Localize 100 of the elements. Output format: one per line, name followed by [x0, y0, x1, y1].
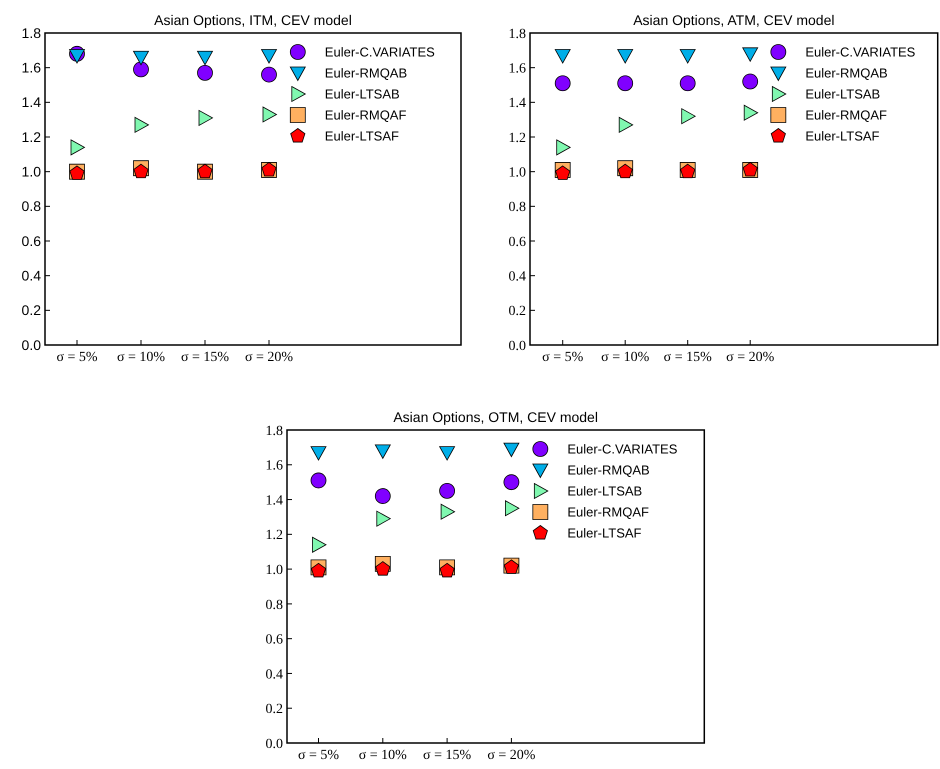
point	[69, 49, 85, 64]
point	[440, 562, 455, 578]
y-tick-label: 1.2	[508, 130, 526, 146]
point	[742, 74, 758, 90]
point	[197, 50, 213, 66]
point	[197, 64, 213, 81]
y-tick-label: 1.6	[22, 60, 42, 76]
y-tick-label: 1.8	[508, 26, 526, 42]
y-tick-label: 0.0	[22, 336, 42, 353]
legend-label: Euler-LTSAF	[324, 128, 400, 144]
y-tick-label: 0.4	[508, 270, 526, 285]
point	[440, 504, 455, 520]
y-tick-label: 1.6	[266, 458, 283, 474]
point	[617, 49, 634, 64]
y-tick-label: 0.0	[508, 338, 526, 354]
point	[742, 47, 758, 62]
y-tick-label: 1.4	[266, 493, 283, 508]
x-tick-label: σ = 5%	[298, 748, 340, 763]
y-tick-label: 0.2	[266, 702, 283, 718]
point	[374, 488, 391, 504]
point	[133, 164, 149, 178]
y-tick-label: 0.8	[508, 200, 526, 216]
point	[261, 66, 277, 82]
y-tick-label: 1.4	[508, 96, 526, 112]
point	[375, 561, 390, 576]
x-tick-label: σ = 20%	[726, 350, 775, 365]
y-tick-label: 0.2	[22, 302, 42, 318]
point	[374, 444, 391, 459]
point	[556, 140, 571, 156]
point	[133, 50, 149, 66]
y-tick-label: 1.4	[22, 94, 42, 110]
x-tick-label: σ = 20%	[244, 350, 294, 365]
point	[617, 75, 634, 92]
y-tick-label: 1.0	[508, 166, 526, 181]
point	[262, 106, 277, 122]
point	[618, 164, 633, 178]
point	[198, 110, 213, 126]
point	[261, 49, 277, 64]
chart-title: Asian Options, ITM, CEV model	[154, 12, 352, 28]
x-tick-label: σ = 5%	[56, 350, 98, 365]
y-tick-label: 1.8	[22, 24, 42, 41]
point	[505, 500, 520, 516]
y-tick-label: 1.0	[266, 563, 283, 578]
point	[310, 446, 326, 461]
point	[554, 49, 571, 64]
y-tick-label: 0.8	[22, 198, 42, 214]
y-tick-label: 1.2	[22, 128, 42, 145]
point	[555, 166, 570, 180]
y-tick-label: 0.4	[266, 667, 283, 682]
y-tick-label: 0.4	[22, 268, 42, 284]
point	[618, 116, 634, 133]
point	[504, 442, 520, 458]
legend-label: Euler-LTSAB	[567, 484, 642, 499]
legend-label: Euler-RMQAB	[324, 66, 408, 81]
point	[133, 62, 149, 78]
legend-label: Euler-LTSAB	[805, 86, 880, 102]
y-tick-label: 0.6	[266, 632, 283, 648]
legend-label: Euler-RMQAB	[805, 66, 888, 81]
legend-label: Euler-LTSAB	[324, 86, 400, 102]
point	[504, 474, 520, 490]
y-tick-label: 0.6	[22, 232, 42, 249]
y-tick-label: 1.6	[508, 62, 526, 77]
point	[70, 140, 85, 156]
point	[376, 510, 391, 527]
point	[310, 472, 326, 488]
x-tick-label: σ = 15%	[180, 350, 230, 365]
legend-label: Euler-C.VARIATES	[324, 44, 436, 60]
point	[680, 49, 696, 64]
legend-label: Euler-C.VARIATES	[567, 442, 678, 457]
legend-label: Euler-RMQAB	[567, 462, 650, 478]
x-tick-label: σ = 10%	[116, 350, 166, 365]
point	[554, 75, 571, 92]
y-tick-label: 1.0	[22, 164, 42, 180]
legend-label: Euler-C.VARIATES	[805, 44, 916, 60]
x-tick-label: σ = 5%	[542, 350, 584, 365]
legend-label: Euler-LTSAF	[567, 526, 642, 541]
point	[681, 108, 696, 124]
x-tick-label: σ = 15%	[423, 748, 472, 763]
point	[134, 116, 149, 133]
point	[680, 75, 696, 92]
x-tick-label: σ = 15%	[664, 350, 712, 365]
point	[744, 104, 758, 121]
y-tick-label: 1.2	[266, 528, 283, 544]
y-tick-label: 0.8	[266, 598, 283, 613]
legend-label: Euler-RMQAF	[805, 108, 887, 123]
y-tick-label: 0.6	[508, 234, 526, 250]
y-tick-label: 0.0	[266, 736, 283, 752]
legend-label: Euler-RMQAF	[567, 504, 650, 520]
point	[312, 536, 326, 553]
x-tick-label: σ = 10%	[358, 748, 408, 763]
chart-title: Asian Options, ATM, CEV model	[633, 12, 834, 28]
legend-label: Euler-RMQAF	[324, 108, 406, 123]
x-tick-label: σ = 20%	[487, 748, 536, 763]
point	[310, 562, 326, 578]
x-tick-label: σ = 10%	[601, 350, 650, 365]
chart-title: Asian Options, OTM, CEV model	[393, 409, 598, 425]
y-tick-label: 1.8	[266, 424, 283, 439]
legend-label: Euler-LTSAF	[805, 128, 880, 144]
point	[439, 482, 455, 499]
point	[439, 446, 455, 461]
